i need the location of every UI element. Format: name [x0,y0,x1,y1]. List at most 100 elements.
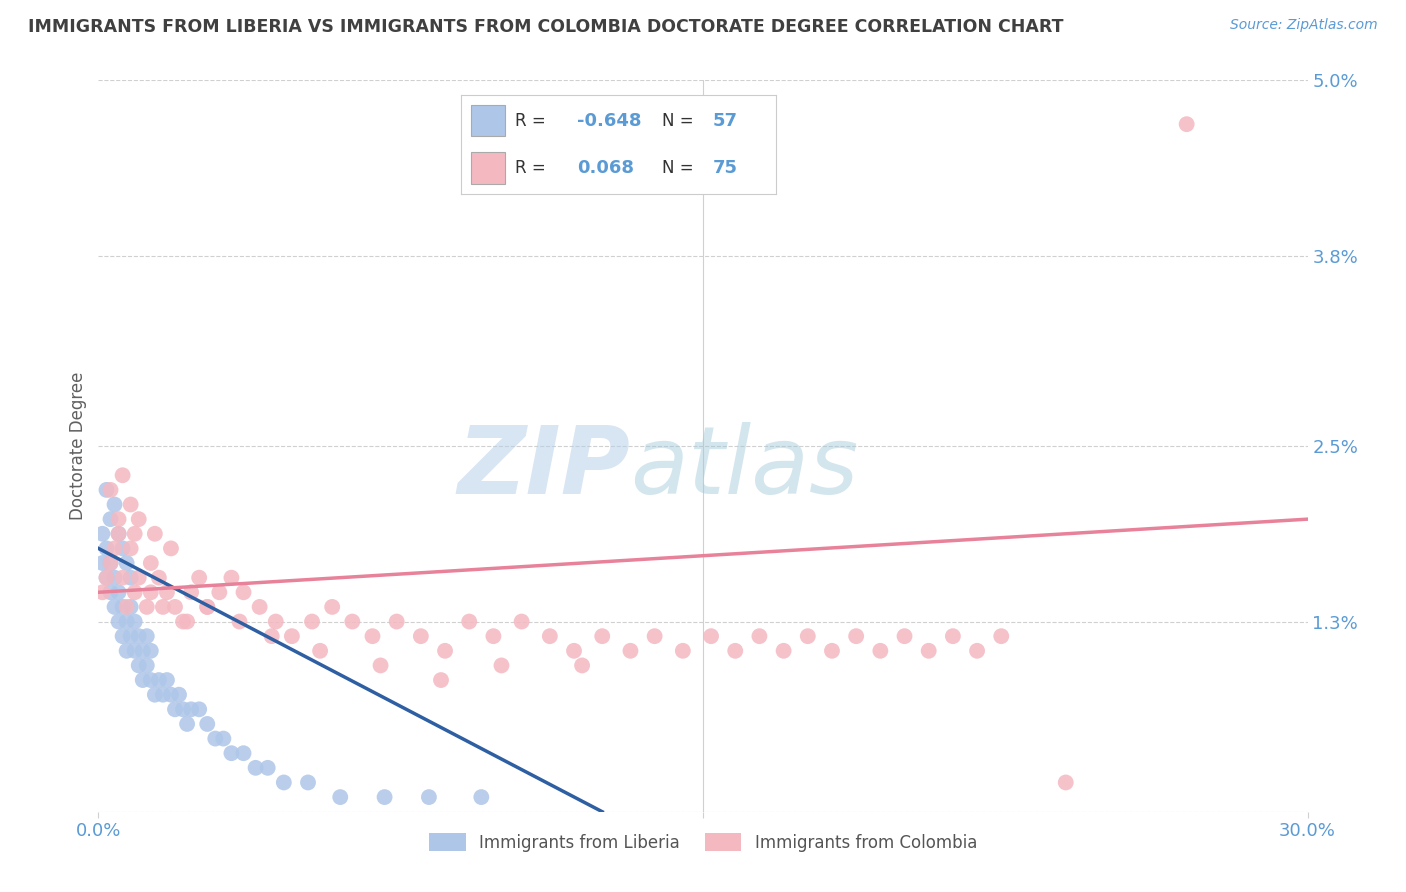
Point [281,629,304,643]
Point [152,599,174,614]
Point [430,673,453,687]
Point [724,644,747,658]
Point [120,541,142,556]
Point [124,526,146,541]
Point [135,629,157,643]
Point [619,644,641,658]
Point [264,615,287,629]
Point [132,644,155,658]
Point [111,599,134,614]
Point [120,498,142,512]
Point [700,629,723,643]
Point [942,629,965,643]
Point [195,599,218,614]
Point [458,615,481,629]
Point [228,615,250,629]
Point [329,790,352,805]
Point [103,571,125,585]
Point [128,629,150,643]
Point [176,717,198,731]
Point [990,629,1012,643]
Text: IMMIGRANTS FROM LIBERIA VS IMMIGRANTS FROM COLOMBIA DOCTORATE DEGREE CORRELATION: IMMIGRANTS FROM LIBERIA VS IMMIGRANTS FR… [28,18,1063,36]
Point [491,658,513,673]
Point [148,673,170,687]
Point [562,644,585,658]
Point [107,526,129,541]
Point [644,629,666,643]
Point [256,761,278,775]
Point [188,702,211,716]
Point [845,629,868,643]
Point [143,688,166,702]
Point [128,512,150,526]
Point [100,512,122,526]
Point [100,556,122,570]
Point [135,658,157,673]
Point [103,599,125,614]
Point [869,644,891,658]
Point [821,644,844,658]
Point [195,599,218,614]
Point [107,615,129,629]
Point [111,571,134,585]
Point [538,629,561,643]
Point [301,615,323,629]
Point [111,468,134,483]
Point [107,585,129,599]
Point [132,673,155,687]
Point [107,526,129,541]
Point [321,599,343,614]
Point [221,571,243,585]
Text: Source: ZipAtlas.com: Source: ZipAtlas.com [1230,18,1378,32]
Point [160,541,183,556]
Point [176,615,198,629]
Point [370,658,392,673]
Point [163,702,186,716]
Point [385,615,408,629]
Point [100,483,122,497]
Point [309,644,332,658]
Point [297,775,319,789]
Point [100,556,122,570]
Point [100,585,122,599]
Point [204,731,226,746]
Point [91,556,114,570]
Legend: Immigrants from Liberia, Immigrants from Colombia: Immigrants from Liberia, Immigrants from… [422,826,984,858]
Point [918,644,941,658]
Point [115,615,138,629]
Point [139,556,162,570]
Point [591,629,613,643]
Point [139,644,162,658]
Text: ZIP: ZIP [457,422,630,514]
Point [748,629,770,643]
Point [111,629,134,643]
Point [571,658,593,673]
Point [124,615,146,629]
Point [374,790,396,805]
Point [893,629,915,643]
Point [120,629,142,643]
Point [111,541,134,556]
Point [195,717,218,731]
Point [482,629,505,643]
Point [772,644,794,658]
Point [91,526,114,541]
Point [156,673,179,687]
Point [342,615,364,629]
Point [160,688,183,702]
Point [115,644,138,658]
Point [672,644,695,658]
Point [96,483,118,497]
Point [96,571,118,585]
Y-axis label: Doctorate Degree: Doctorate Degree [69,372,87,520]
Point [103,541,125,556]
Point [409,629,432,643]
Point [143,526,166,541]
Point [152,688,174,702]
Point [260,629,283,643]
Point [167,688,190,702]
Point [797,629,820,643]
Point [139,585,162,599]
Text: atlas: atlas [630,423,859,514]
Point [180,702,202,716]
